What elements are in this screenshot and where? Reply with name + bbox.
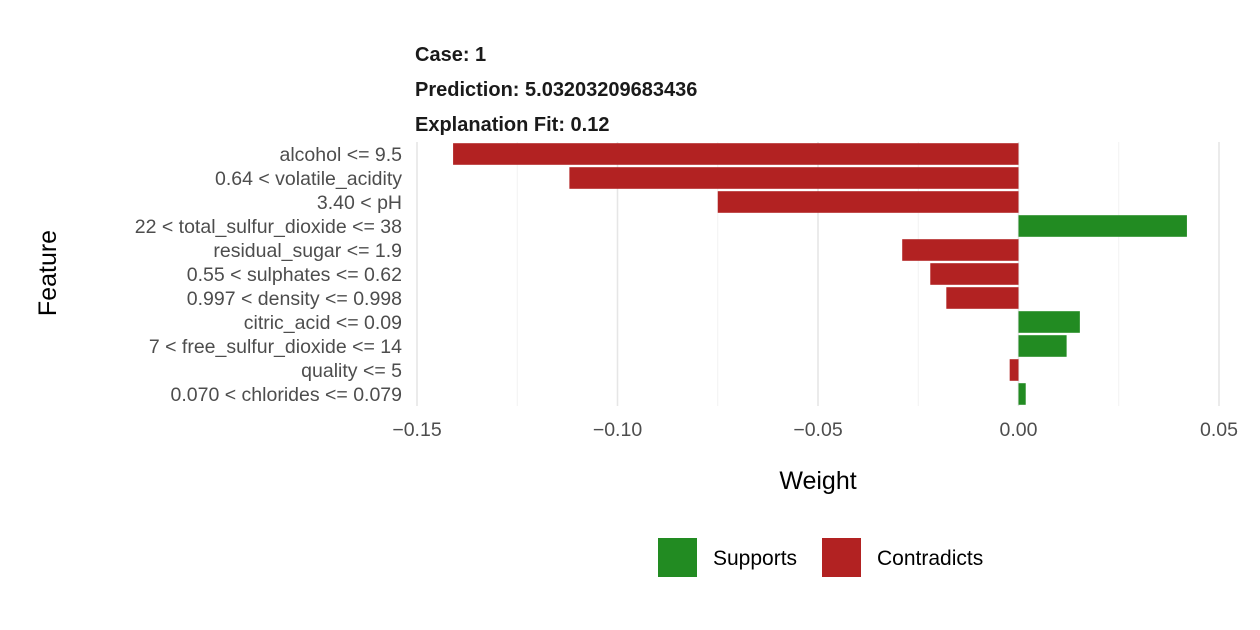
feature-label: 3.40 < pH (317, 192, 402, 214)
feature-label: 7 < free_sulfur_dioxide <= 14 (149, 336, 402, 358)
feature-bar (1009, 359, 1019, 381)
legend-swatch-supports (658, 538, 697, 577)
feature-bar (930, 263, 1019, 285)
legend-label-contradicts: Contradicts (877, 547, 983, 570)
legend-label-supports: Supports (713, 547, 797, 570)
feature-bar (717, 191, 1019, 213)
case-label: Case: 1 (415, 44, 486, 66)
feature-bar (1018, 335, 1067, 357)
feature-label: 0.997 < density <= 0.998 (187, 288, 402, 310)
prediction-label: Prediction: 5.03203209683436 (415, 79, 697, 101)
feature-bar (569, 167, 1019, 189)
x-tick-label: 0.05 (1200, 419, 1238, 441)
feature-bar (1018, 383, 1026, 405)
feature-label: residual_sugar <= 1.9 (213, 240, 402, 262)
x-tick-label: 0.00 (1000, 419, 1038, 441)
feature-label: 0.64 < volatile_acidity (215, 168, 402, 190)
feature-bar (902, 239, 1019, 261)
legend-swatch-contradicts (822, 538, 861, 577)
feature-label: alcohol <= 9.5 (279, 144, 402, 166)
y-tick-labels: alcohol <= 9.50.64 < volatile_acidity3.4… (135, 144, 402, 406)
feature-bar (453, 143, 1019, 165)
x-tick-label: −0.05 (793, 419, 842, 441)
feature-bar (946, 287, 1019, 309)
bars-group (453, 143, 1187, 405)
explanation-fit-label: Explanation Fit: 0.12 (415, 114, 609, 136)
feature-bar (1018, 311, 1080, 333)
feature-label: 22 < total_sulfur_dioxide <= 38 (135, 216, 402, 238)
chart-header: Case: 1 Prediction: 5.03203209683436 Exp… (415, 44, 697, 136)
x-tick-label: −0.10 (593, 419, 642, 441)
x-tick-labels: −0.15 −0.10 −0.05 0.00 0.05 (392, 419, 1238, 441)
feature-label: quality <= 5 (301, 360, 402, 382)
x-tick-label: −0.15 (392, 419, 441, 441)
legend: Supports Contradicts (658, 538, 983, 577)
y-axis-title: Feature (34, 230, 62, 316)
feature-label: 0.070 < chlorides <= 0.079 (171, 384, 402, 406)
feature-label: 0.55 < sulphates <= 0.62 (187, 264, 402, 286)
feature-label: citric_acid <= 0.09 (244, 312, 402, 334)
feature-bar (1018, 215, 1187, 237)
x-axis-title: Weight (779, 467, 856, 495)
